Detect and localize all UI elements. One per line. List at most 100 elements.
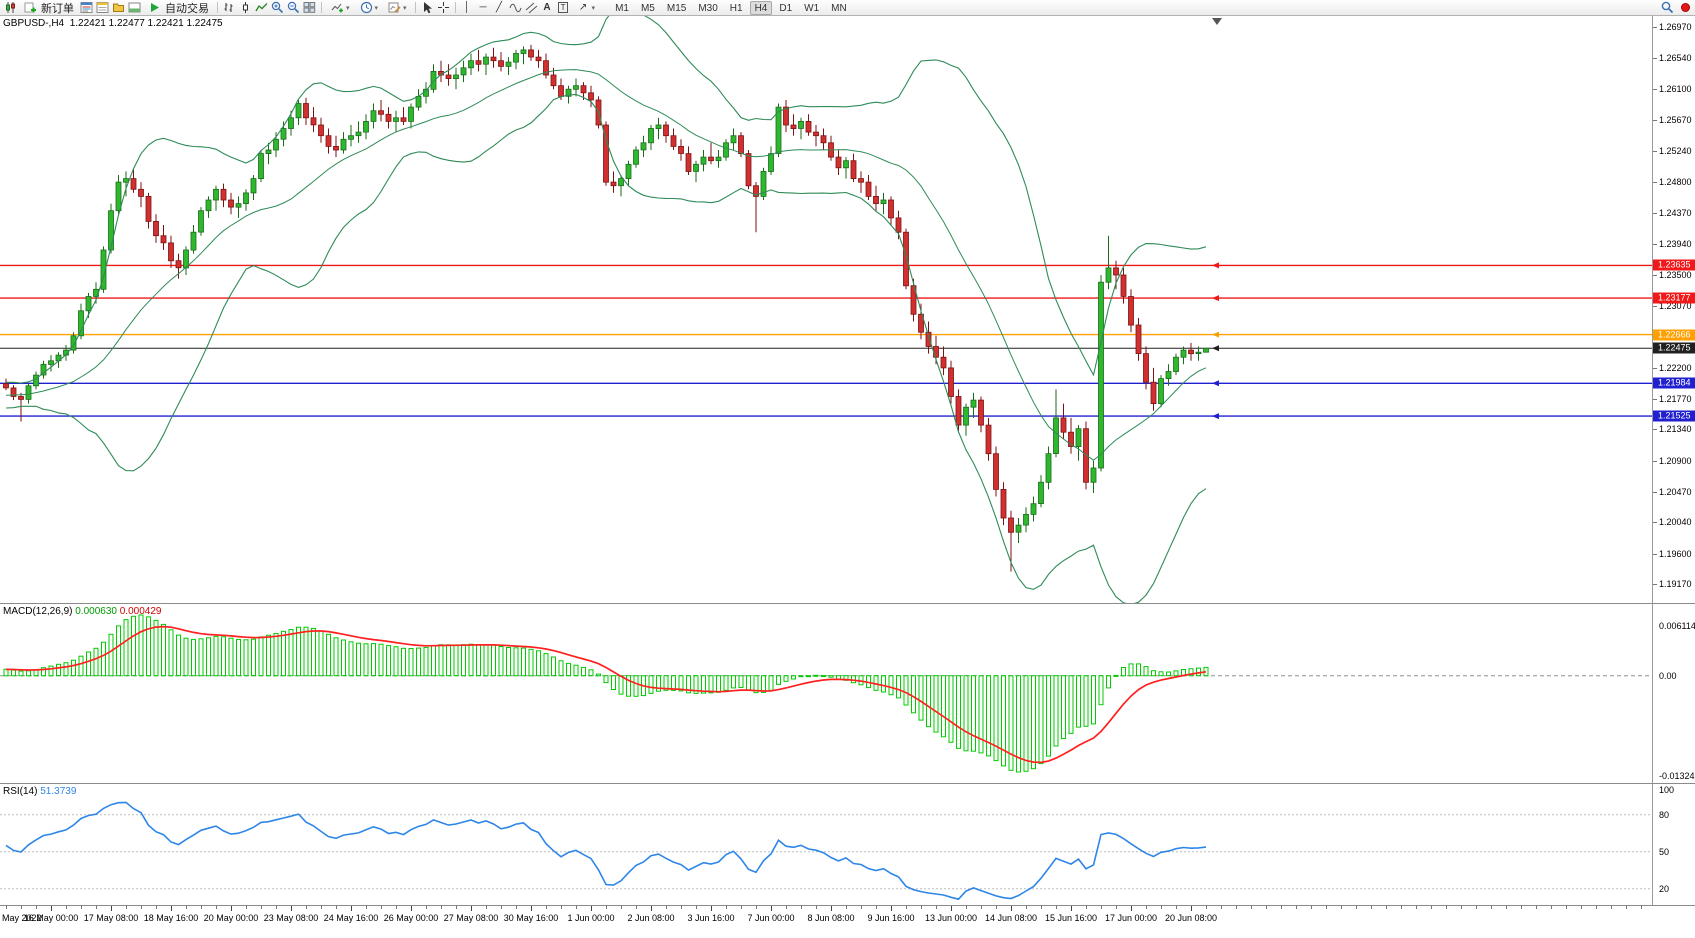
macd-main-value: 0.000630 — [75, 606, 117, 617]
search-icon[interactable] — [1660, 1, 1675, 15]
rsi-label: RSI(14) 51.3739 — [3, 786, 76, 797]
macd-signal-value: 0.000429 — [119, 606, 162, 617]
price-tick-label: 1.19170 — [1659, 579, 1692, 590]
price-level-label: 1.22475 — [1653, 342, 1695, 354]
timeframe-m1[interactable]: M1 — [615, 2, 629, 14]
new-order-icon — [23, 1, 38, 15]
terminal-icon[interactable] — [127, 1, 142, 15]
navigator-icon[interactable] — [111, 1, 126, 15]
template-icon — [387, 1, 402, 15]
new-order-label: 新订单 — [41, 2, 74, 15]
zoom-out-icon[interactable] — [286, 1, 301, 15]
timeframe-w1[interactable]: W1 — [804, 2, 820, 14]
macd-panel[interactable]: MACD(12,26,9) 0.000630 0.000429 0.006114… — [0, 604, 1695, 784]
chevron-down-icon: ▾ — [591, 4, 596, 12]
autotrading-label: 自动交易 — [165, 2, 209, 15]
chart-shift-marker[interactable] — [1212, 18, 1222, 25]
cursor-icon[interactable] — [420, 1, 435, 15]
price-tick-label: 1.20900 — [1659, 455, 1692, 466]
arrows-tool-button[interactable]: ↗ ▾ — [572, 0, 600, 15]
price-tick-label: 1.21770 — [1659, 393, 1692, 404]
vertical-line-tool-icon[interactable]: │ — [463, 2, 471, 13]
rsi-panel[interactable]: RSI(14) 51.3739 100 80 50 20 — [0, 784, 1695, 906]
indicators-button[interactable]: ▾ — [326, 0, 354, 15]
price-tick-label: 1.26970 — [1659, 22, 1692, 33]
trendline-tool-icon[interactable]: ╱ — [496, 2, 503, 13]
time-tick-label: 7 Jun 00:00 — [747, 913, 795, 923]
price-axis[interactable]: 1.26970 1.26540 1.26100 1.25670 1.25240 1.248… — [1652, 16, 1695, 603]
time-tick-label: 18 May 16:00 — [143, 913, 199, 923]
time-tick-label: 3 Jun 16:00 — [687, 913, 735, 923]
price-level-label: 1.21984 — [1653, 377, 1695, 389]
data-window-icon[interactable] — [95, 1, 110, 15]
main-toolbar: 新订单 自动交易 — [0, 0, 1695, 16]
time-tick-label: 24 May 16:00 — [323, 913, 379, 923]
main-chart-svg[interactable] — [0, 16, 1652, 603]
channel-tool-icon[interactable] — [524, 1, 539, 15]
main-chart-panel[interactable]: GBPUSD-,H4 1.22421 1.22477 1.22421 1.224… — [0, 16, 1695, 604]
bar-chart-type-icon[interactable] — [222, 1, 237, 15]
timeframe-h1[interactable]: H1 — [729, 2, 743, 14]
rsi-axis: 100 80 50 20 — [1652, 784, 1695, 905]
price-tick-label: 1.24800 — [1659, 177, 1692, 188]
horizontal-line-tool-icon[interactable]: ─ — [479, 2, 487, 13]
price-tick-label: 1.26540 — [1659, 52, 1692, 63]
horizontal-lines[interactable] — [0, 262, 1652, 420]
chevron-down-icon: ▾ — [346, 4, 350, 12]
time-tick-label: 8 Jun 08:00 — [807, 913, 855, 923]
price-tick-label: 1.23070 — [1659, 300, 1692, 311]
time-tick-label: 23 May 08:00 — [263, 913, 319, 923]
rsi-level-label: 20 — [1659, 883, 1670, 894]
price-tick-label: 1.21340 — [1659, 424, 1692, 435]
macd-axis: 0.006114 0.00 -0.013241 — [1652, 604, 1695, 783]
time-tick-label: 9 Jun 16:00 — [867, 913, 915, 923]
price-tick-label: 1.26100 — [1659, 84, 1692, 95]
time-tick-label: 20 Jun 08:00 — [1164, 913, 1218, 923]
rsi-level-label: 80 — [1659, 809, 1670, 820]
price-level-label: 1.21525 — [1653, 410, 1695, 422]
macd-zero-label: 0.00 — [1659, 670, 1677, 681]
ohlc-values: 1.22421 1.22477 1.22421 1.22475 — [69, 18, 223, 29]
templates-button[interactable]: ▾ — [383, 0, 411, 15]
crosshair-icon[interactable] — [436, 1, 451, 15]
text-label-tool-icon[interactable]: T — [556, 1, 571, 15]
time-tick-label: 13 Jun 00:00 — [924, 913, 978, 923]
time-tick-label: 17 Jun 00:00 — [1104, 913, 1158, 923]
chevron-down-icon: ▾ — [374, 4, 379, 12]
text-tool-icon[interactable]: A — [543, 2, 551, 13]
market-watch-icon[interactable] — [79, 1, 94, 15]
time-tick-label: May 2022 — [2, 913, 42, 923]
timeframe-m30[interactable]: M30 — [698, 2, 718, 14]
timeframe-h4[interactable]: H4 — [749, 0, 773, 15]
indicators-icon — [330, 1, 345, 15]
macd-max-label: 0.006114 — [1659, 621, 1695, 632]
timeframe-m15[interactable]: M15 — [666, 2, 687, 14]
time-tick-label: 15 Jun 16:00 — [1044, 913, 1098, 923]
timeframe-mn[interactable]: MN — [831, 2, 847, 14]
time-tick-label: 2 Jun 08:00 — [627, 913, 675, 923]
price-tick-label: 1.23500 — [1659, 270, 1692, 280]
toolbar-separator — [454, 2, 456, 13]
price-tick-label: 1.22200 — [1659, 362, 1692, 373]
new-chart-icon[interactable] — [3, 1, 18, 15]
macd-svg — [0, 614, 1652, 773]
zoom-in-icon[interactable] — [270, 1, 285, 15]
candlesticks — [3, 44, 1209, 572]
bollinger-bands — [5, 16, 1207, 603]
line-chart-type-icon[interactable] — [254, 1, 269, 15]
price-level-label: 1.23177 — [1653, 292, 1695, 304]
toolbar-separator — [321, 2, 322, 13]
timeframe-m5[interactable]: M5 — [640, 2, 655, 14]
cycle-lines-tool-icon[interactable] — [508, 1, 523, 15]
candlestick-type-icon[interactable] — [238, 1, 253, 15]
time-tick-label: 20 May 00:00 — [203, 913, 259, 923]
time-axis[interactable]: May 2022 16 May 00:00 17 May 08:00 18 May 1… — [0, 906, 1695, 937]
arrow-tool-icon: ↗ — [578, 2, 588, 13]
autotrading-button[interactable]: 自动交易 — [143, 0, 213, 15]
periods-button[interactable]: ▾ — [355, 0, 383, 15]
record-icon[interactable] — [1681, 3, 1690, 12]
timeframe-d1[interactable]: D1 — [779, 2, 793, 14]
new-order-button[interactable]: 新订单 — [19, 0, 78, 15]
tile-windows-icon[interactable] — [302, 1, 317, 15]
